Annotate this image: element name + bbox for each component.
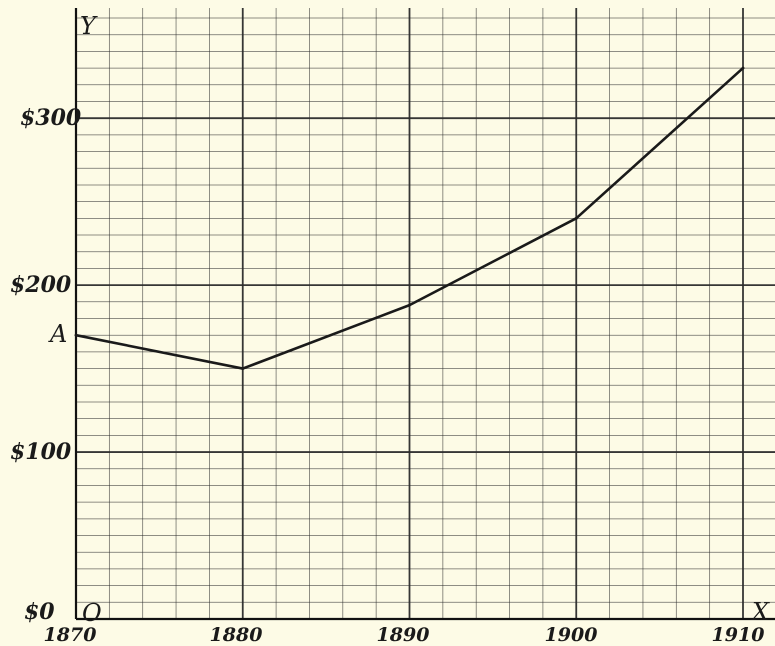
y-tick-label-200: $200 <box>10 272 72 298</box>
x-tick-label-1910: 1910 <box>711 624 765 646</box>
origin-letter: O <box>82 599 102 627</box>
data-point-1890 <box>408 303 411 307</box>
data-point-1900 <box>574 216 578 220</box>
x-tick-label-1880: 1880 <box>209 624 263 646</box>
y-axis-letter: Y <box>80 12 96 40</box>
x-tick-label-1900: 1900 <box>544 624 598 646</box>
x-tick-label-1870: 1870 <box>43 624 97 646</box>
start-point-letter: A <box>50 320 68 348</box>
data-point-1910 <box>741 66 745 70</box>
data-point-1870 <box>74 333 78 337</box>
data-point-1880 <box>241 367 245 370</box>
x-tick-label-1890: 1890 <box>376 624 430 646</box>
y-tick-label-100: $100 <box>10 439 72 465</box>
y-tick-label-0: $0 <box>24 599 55 625</box>
x-axis-letter: X <box>752 598 770 626</box>
y-tick-label-300: $300 <box>20 105 82 131</box>
